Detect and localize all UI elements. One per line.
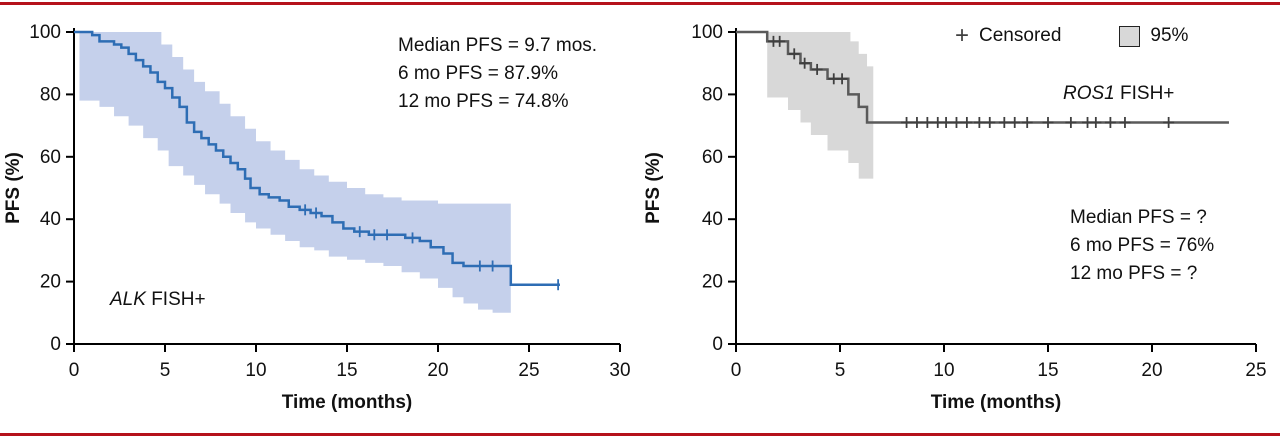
svg-text:40: 40 [702,209,723,230]
confidence-band-label: 95% [1150,25,1189,46]
svg-text:PFS (%): PFS (%) [643,152,664,224]
svg-text:5: 5 [160,360,171,381]
svg-text:20: 20 [702,272,723,293]
svg-text:40: 40 [40,209,61,230]
ros1-curve-label: ROS1 FISH+ [1063,80,1174,108]
alk-curve-label: ALK FISH+ [110,286,206,314]
ros1-legend: + Censored 95% [955,22,1188,50]
svg-text:25: 25 [1245,360,1266,381]
alk-km-chart: 0 5 10 15 20 25 30 0 20 40 60 80 100 Time (months) PFS… [3,22,631,413]
svg-text:0: 0 [712,334,723,355]
ros1-km-chart: 0 5 10 15 20 25 0 20 40 60 80 100 Time (months) PFS (… [643,22,1267,413]
ros1-panel: 0 5 10 15 20 25 0 20 40 60 80 100 Time (months) PFS (… [640,6,1280,436]
svg-text:PFS (%): PFS (%) [3,152,24,224]
svg-text:60: 60 [702,147,723,168]
alk-panel: 0 5 10 15 20 25 30 0 20 40 60 80 100 Time (months) PFS… [0,6,640,436]
svg-text:5: 5 [835,360,846,381]
alk-gene-label: ALK [110,289,146,310]
censored-legend-label: Censored [979,25,1062,46]
svg-text:80: 80 [702,84,723,105]
ros1-annotation: Median PFS = ? 6 mo PFS = 76% 12 mo PFS … [1070,204,1214,288]
confidence-band-swatch-icon [1119,25,1141,47]
svg-text:Time (months): Time (months) [282,392,413,413]
svg-text:20: 20 [40,272,61,293]
svg-text:0: 0 [731,360,742,381]
svg-text:20: 20 [427,360,448,381]
alk-median-pfs-text: Median PFS = 9.7 mos. [398,35,598,56]
svg-text:20: 20 [1141,360,1162,381]
svg-text:15: 15 [1037,360,1058,381]
alk-annotation: Median PFS = 9.7 mos. 6 mo PFS = 87.9% 1… [398,32,597,116]
svg-text:80: 80 [40,84,61,105]
svg-text:10: 10 [245,360,266,381]
alk-6mo-pfs-text: 6 mo PFS = 87.9% [398,63,558,84]
ros1-12mo-pfs-text: 12 mo PFS = ? [1070,263,1198,284]
ros1-6mo-pfs-text: 6 mo PFS = 76% [1070,235,1215,256]
censored-plus-icon: + [955,22,970,49]
charts-row: 0 5 10 15 20 25 30 0 20 40 60 80 100 Time (months) PFS… [0,6,1280,436]
svg-text:0: 0 [69,360,80,381]
alk-fish-label: FISH+ [145,289,206,310]
svg-text:10: 10 [933,360,954,381]
ros1-gene-label: ROS1 [1063,83,1115,104]
svg-text:100: 100 [29,22,61,43]
top-red-rule [0,2,1280,5]
svg-text:Time (months): Time (months) [931,392,1062,413]
svg-text:0: 0 [50,334,61,355]
svg-text:100: 100 [691,22,723,43]
bottom-red-rule [0,433,1280,436]
ros1-median-pfs-text: Median PFS = ? [1070,207,1207,228]
svg-text:15: 15 [336,360,357,381]
svg-text:60: 60 [40,147,61,168]
svg-text:25: 25 [518,360,539,381]
svg-text:30: 30 [609,360,630,381]
ros1-fish-label: FISH+ [1114,83,1175,104]
alk-12mo-pfs-text: 12 mo PFS = 74.8% [398,91,569,112]
